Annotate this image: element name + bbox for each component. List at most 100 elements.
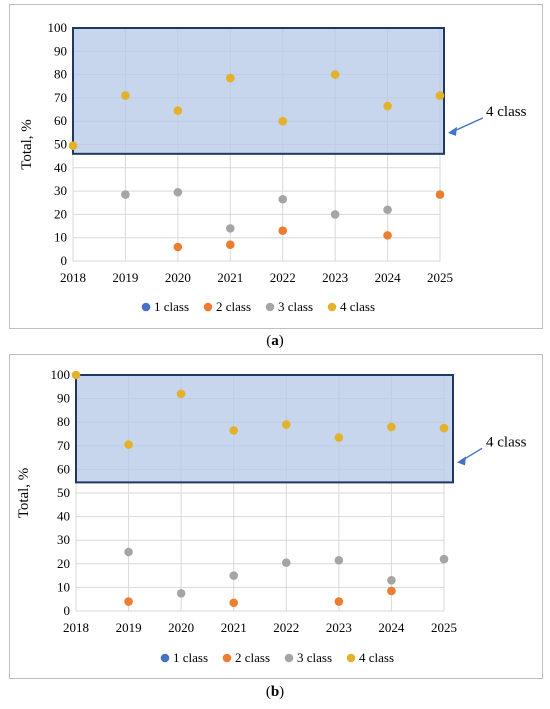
- legend-label: 3 class: [297, 650, 332, 665]
- legend-label: 1 class: [154, 299, 189, 314]
- y-tick-label: 40: [54, 160, 67, 175]
- annotation-label: 4 class: [486, 434, 527, 450]
- y-tick-label: 40: [57, 509, 70, 524]
- y-tick-label: 10: [54, 230, 67, 245]
- caption-a-label: a: [271, 333, 279, 349]
- data-point: [334, 555, 344, 565]
- data-point: [124, 440, 133, 449]
- series-2-class: [173, 190, 445, 252]
- y-axis-label: Total, %: [16, 468, 32, 519]
- data-point: [383, 231, 392, 240]
- x-tick-label: 2020: [165, 270, 191, 285]
- y-tick-label: 30: [54, 183, 67, 198]
- data-point: [121, 91, 130, 100]
- data-point: [334, 433, 344, 442]
- data-point: [229, 426, 239, 435]
- data-point: [225, 224, 235, 233]
- y-tick-label: 50: [57, 485, 70, 500]
- caption-b: (b): [265, 684, 285, 700]
- y-tick-label: 30: [57, 532, 70, 547]
- legend-marker: [222, 653, 232, 663]
- scatter-chart-b: 0 10 20 30 40 50 60 70 80 90 100 2018 2019 2020 2021 20…: [16, 367, 527, 665]
- highlight-box-4-class: [75, 374, 454, 484]
- arrow-head: [448, 126, 457, 136]
- data-point: [173, 106, 183, 116]
- data-point: [173, 242, 183, 252]
- y-tick-label: 80: [54, 67, 67, 82]
- data-point: [68, 141, 78, 150]
- data-point: [278, 194, 288, 204]
- x-tick-label: 2019: [112, 270, 138, 285]
- data-point: [124, 597, 133, 606]
- legend-label: 3 class: [278, 299, 313, 314]
- data-point: [278, 116, 288, 126]
- legend-label: 1 class: [173, 650, 208, 665]
- data-point: [435, 190, 445, 199]
- data-point: [387, 576, 396, 585]
- x-tick-label: 2023: [326, 620, 352, 635]
- x-tick-label: 2018: [60, 270, 86, 285]
- legend-label: 4 class: [340, 299, 375, 314]
- y-tick-label: 50: [54, 137, 67, 152]
- annotation-arrow: [448, 117, 484, 136]
- x-tick-label: 2018: [63, 620, 89, 635]
- x-tick-label: 2022: [270, 270, 296, 285]
- series-4-class: [71, 370, 449, 449]
- y-tick-label: 100: [48, 20, 68, 35]
- data-point: [383, 101, 392, 111]
- y-tick-label: 80: [57, 414, 70, 429]
- data-point: [225, 240, 235, 249]
- legend: 1 class 2 class 3 class 4 class: [160, 650, 394, 665]
- y-tick-label: 20: [54, 206, 67, 221]
- x-tick-label: 2025: [431, 620, 457, 635]
- data-point: [334, 597, 344, 606]
- data-point: [124, 547, 133, 557]
- legend-marker: [160, 653, 170, 663]
- caption-b-label: b: [270, 684, 280, 700]
- x-tick-label: 2020: [168, 620, 194, 635]
- data-point: [225, 73, 235, 83]
- y-tick-label: 0: [61, 253, 68, 268]
- legend-marker: [203, 302, 213, 312]
- data-point: [387, 586, 396, 596]
- data-point: [176, 389, 186, 399]
- y-tick-label: 60: [57, 461, 70, 476]
- legend-marker: [284, 653, 294, 663]
- data-point: [435, 91, 445, 100]
- y-tick-label: 90: [57, 391, 70, 406]
- x-tick-label: 2024: [378, 620, 405, 635]
- x-tick-label: 2019: [116, 620, 142, 635]
- data-point: [439, 423, 449, 433]
- legend-marker: [327, 302, 337, 312]
- data-point: [71, 370, 81, 380]
- scatter-chart-a: 0 10 20 30 40 50 60 70 80 90 100 2018 2019 2020 2021 20…: [19, 20, 527, 314]
- y-axis-label: Total, %: [19, 119, 35, 170]
- x-tick-label: 2024: [375, 270, 402, 285]
- legend-marker: [346, 653, 356, 663]
- chart-panel-a: 0 10 20 30 40 50 60 70 80 90 100 2018 2019 2020 2021 20…: [9, 4, 543, 329]
- highlight-box-4-class: [72, 27, 445, 155]
- series-3-class: [121, 187, 392, 233]
- y-tick-label: 0: [64, 603, 71, 618]
- legend-label: 2 class: [216, 299, 251, 314]
- x-tick-label: 2025: [427, 270, 453, 285]
- data-point: [176, 589, 186, 598]
- legend-label: 4 class: [359, 650, 394, 665]
- legend-marker: [141, 302, 151, 312]
- data-point: [173, 187, 183, 197]
- data-point: [278, 226, 288, 236]
- data-point: [330, 210, 340, 219]
- x-tick-label: 2023: [322, 270, 348, 285]
- y-tick-label: 100: [51, 367, 71, 382]
- x-tick-label: 2021: [217, 270, 243, 285]
- data-point: [383, 205, 392, 215]
- data-point: [121, 190, 130, 199]
- data-point: [281, 558, 291, 567]
- chart-panel-b: 0 10 20 30 40 50 60 70 80 90 100 2018 2019 2020 2021 20…: [9, 354, 543, 679]
- y-tick-label: 20: [57, 556, 70, 571]
- y-tick-label: 70: [57, 438, 70, 453]
- legend: 1 class 2 class 3 class 4 class: [141, 299, 375, 314]
- annotation-label: 4 class: [486, 104, 527, 120]
- legend-marker: [265, 302, 275, 312]
- data-point: [229, 571, 239, 580]
